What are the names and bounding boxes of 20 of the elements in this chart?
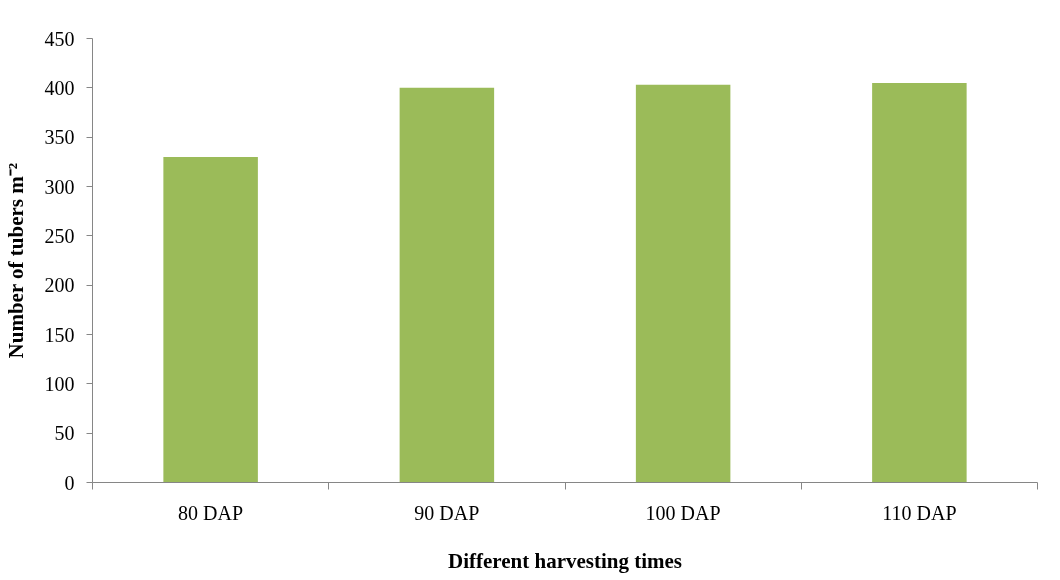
bar: [872, 82, 967, 483]
y-tick-label: 300: [44, 175, 75, 198]
y-tick-label: 200: [44, 274, 75, 297]
y-tick-label: 400: [44, 76, 75, 99]
y-tick-label: 0: [64, 471, 75, 494]
y-tick-label: 100: [44, 372, 75, 395]
x-axis-title: Different harvesting times: [447, 548, 683, 573]
x-tick-label: 110 DAP: [882, 501, 957, 524]
bar: [635, 84, 731, 483]
x-tick-label: 90 DAP: [414, 501, 480, 524]
y-tick-label: 50: [54, 422, 75, 445]
y-tick-label: 250: [44, 224, 75, 247]
bar: [399, 87, 495, 483]
bar: [163, 156, 258, 483]
y-tick-label: 150: [44, 323, 75, 346]
y-tick-label: 350: [44, 126, 75, 149]
x-tick-label: 100 DAP: [645, 501, 721, 524]
y-tick-label: 450: [44, 27, 75, 50]
x-tick-label: 80 DAP: [178, 501, 244, 524]
y-axis-title: Number of tubers m⁻²: [3, 162, 28, 359]
